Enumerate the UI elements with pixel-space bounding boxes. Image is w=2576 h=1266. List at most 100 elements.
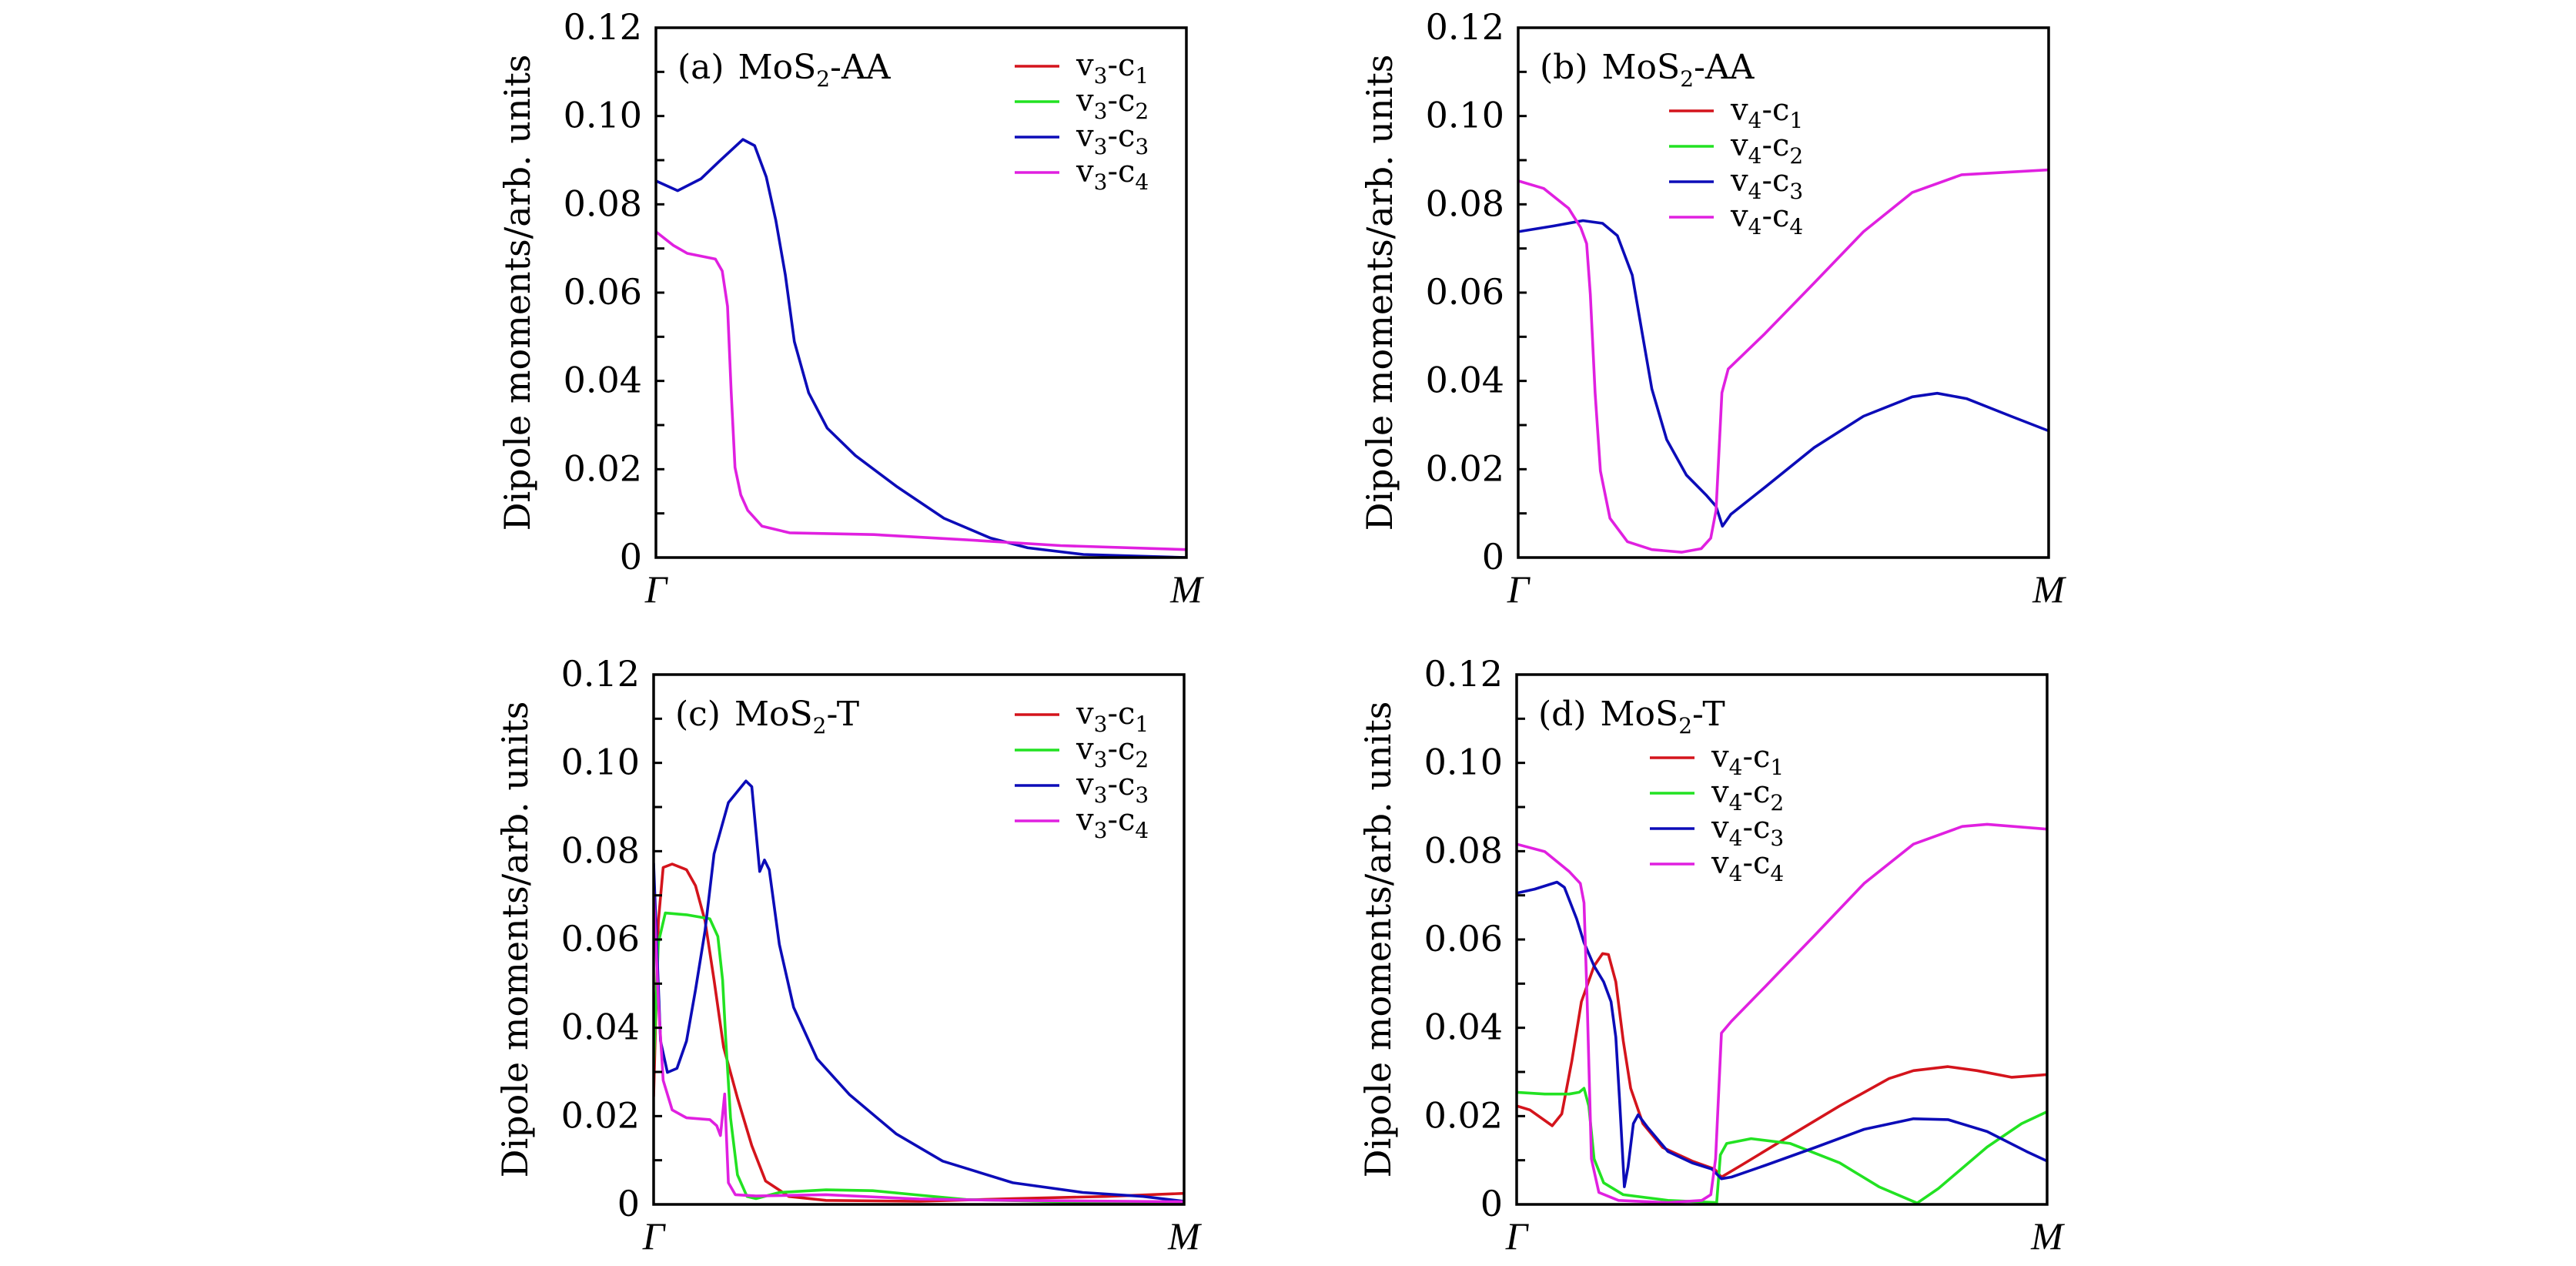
legend-label-v3-c1: v3-c1: [1076, 696, 1149, 737]
legend-v: v: [1076, 154, 1094, 189]
y-tick-label: 0.08: [1424, 829, 1503, 871]
panel-title-main: MoS: [738, 48, 817, 87]
legend-dash: -c: [1761, 163, 1789, 199]
y-tick-label: 0.02: [561, 1094, 640, 1136]
y-tick-label: 0.12: [1424, 653, 1503, 695]
series-group: [1518, 168, 2049, 554]
legend-c-subscript: 2: [1135, 747, 1149, 772]
legend-dash: -c: [1107, 48, 1135, 83]
legend-v-subscript: 4: [1729, 861, 1743, 886]
legend-v: v: [1730, 128, 1748, 163]
panel-label: (c): [675, 695, 721, 734]
legend-v-subscript: 4: [1729, 755, 1743, 780]
legend-v-subscript: 3: [1094, 134, 1108, 159]
legend-label-v3-c1: v3-c1: [1076, 48, 1149, 89]
x-tick-label-gamma: Γ: [642, 1214, 667, 1258]
legend-v: v: [1730, 163, 1748, 199]
panel-title: (b) MoS2-AA: [1540, 48, 1755, 92]
legend-v-subscript: 4: [1748, 143, 1762, 169]
y-tick-label: 0.04: [561, 1006, 640, 1048]
legend-v-subscript: 3: [1094, 747, 1108, 772]
x-tick-label-gamma: Γ: [1507, 568, 1531, 611]
panel-title-subscript: 2: [1678, 713, 1692, 738]
legend-v: v: [1076, 732, 1094, 767]
x-tick-label-m: M: [1169, 568, 1204, 611]
legend-v-subscript: 3: [1094, 782, 1108, 808]
y-tick-label: 0.10: [564, 95, 642, 136]
legend-dash: -c: [1107, 154, 1135, 189]
series-group: [656, 138, 1186, 558]
panel-d: 0 0.02 0.04 0.06 0.08 0.10 0.12 Γ M Dipole moment…: [1357, 653, 2065, 1258]
legend-label-v3-c3: v3-c3: [1076, 767, 1149, 808]
legend-c-subscript: 4: [1135, 169, 1149, 195]
legend-v-subscript: 4: [1748, 108, 1762, 133]
panel-title-subscript: 2: [816, 66, 830, 92]
legend-v: v: [1076, 48, 1094, 83]
series-line-v3-c3: [656, 138, 1186, 558]
legend-dash: -c: [1761, 92, 1789, 128]
y-tick-label: 0.12: [564, 6, 642, 48]
y-tick-label: 0.08: [564, 183, 642, 224]
y-tick-label: 0.08: [561, 829, 640, 871]
y-tick-label: 0.12: [1426, 6, 1504, 48]
legend-label-v4-c3: v4-c3: [1730, 163, 1803, 204]
y-axis-label: Dipole moments/arb. units: [1357, 702, 1399, 1178]
panel-c: 0 0.02 0.04 0.06 0.08 0.10 0.12 Γ M Dipole moment…: [494, 653, 1202, 1258]
panel-label: (d): [1538, 695, 1587, 734]
series-line-v4-c4: [1517, 822, 2047, 1204]
legend-v: v: [1711, 739, 1729, 775]
series-group: [1517, 822, 2047, 1204]
legend-label-v4-c4: v4-c4: [1711, 846, 1784, 886]
panel-title-main: MoS: [1602, 48, 1681, 87]
legend-label-v3-c2: v3-c2: [1076, 732, 1149, 772]
legend-v: v: [1711, 810, 1729, 846]
y-tick-label: 0: [1480, 1183, 1503, 1224]
y-tick-label: 0.04: [1426, 360, 1504, 401]
panel-label: (a): [677, 48, 724, 87]
y-tick-label: 0.10: [1424, 742, 1503, 783]
y-tick-label: 0.02: [1424, 1094, 1503, 1136]
panel-b: 0 0.02 0.04 0.06 0.08 0.10 0.12 Γ M Dipole moment…: [1359, 6, 2066, 611]
legend-label-v4-c2: v4-c2: [1711, 775, 1784, 816]
panel-title-main: MoS: [734, 695, 813, 734]
legend-c-subscript: 4: [1770, 861, 1784, 886]
series-line-v4-c3: [1518, 219, 2049, 528]
y-tick-label: 0: [620, 536, 642, 578]
legend-c-subscript: 1: [1770, 755, 1784, 780]
y-tick-label: 0.10: [561, 742, 640, 783]
legend-c-subscript: 4: [1135, 818, 1149, 843]
legend-label-v4-c1: v4-c1: [1711, 739, 1784, 780]
y-tick-label: 0.06: [561, 918, 640, 960]
legend-v: v: [1076, 83, 1094, 119]
legend-dash: -c: [1107, 802, 1135, 838]
legend-v-subscript: 3: [1094, 712, 1108, 737]
legend-c-subscript: 2: [1770, 790, 1784, 816]
series-line-v4-c4: [1518, 168, 2049, 554]
legend-v-subscript: 4: [1729, 790, 1743, 816]
y-tick-label: 0.12: [561, 653, 640, 695]
y-axis-label: Dipole moments/arb. units: [494, 702, 536, 1178]
panel-title-suffix: -AA: [1694, 48, 1755, 87]
legend-v-subscript: 3: [1094, 99, 1108, 124]
legend-v: v: [1076, 767, 1094, 802]
legend-v-subscript: 3: [1094, 818, 1108, 843]
y-tick-label: 0: [1482, 536, 1504, 578]
y-tick-label: 0.06: [1426, 271, 1504, 313]
legend-c-subscript: 1: [1789, 108, 1803, 133]
legend-label-v3-c2: v3-c2: [1076, 83, 1149, 124]
legend-v-subscript: 3: [1094, 63, 1108, 89]
panel-title-suffix: -T: [827, 695, 860, 734]
series-line-v3-c4: [654, 889, 1184, 1204]
series-line-v3-c1: [654, 862, 1184, 1203]
legend-c-subscript: 1: [1135, 712, 1149, 737]
panel-title: (c) MoS2-T: [675, 695, 859, 738]
legend-dash: -c: [1107, 83, 1135, 119]
x-tick-label-m: M: [2030, 1214, 2065, 1258]
panel-label: (b): [1540, 48, 1588, 87]
legend-c-subscript: 3: [1135, 134, 1149, 159]
series-line-v4-c3: [1517, 880, 2047, 1188]
legend-dash: -c: [1761, 199, 1789, 234]
legend-v: v: [1711, 775, 1729, 810]
legend-label-v4-c3: v4-c3: [1711, 810, 1784, 851]
